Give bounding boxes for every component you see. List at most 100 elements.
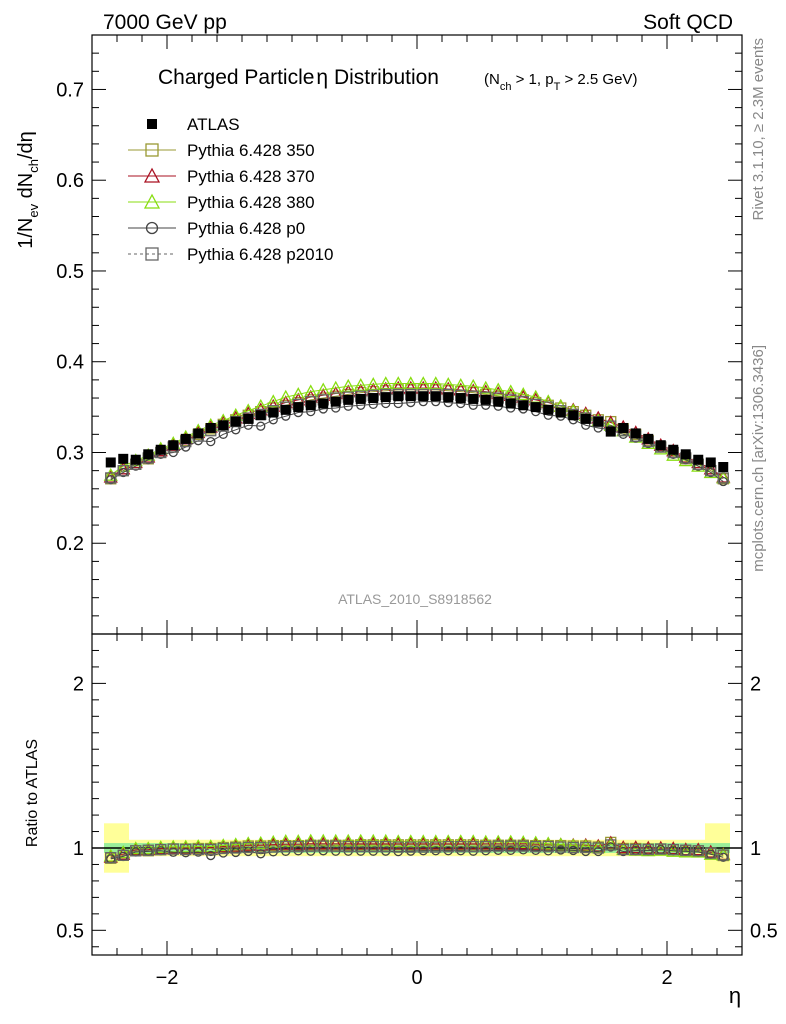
series-4-ratio-point	[456, 846, 466, 856]
series-5-ratio-point	[230, 842, 242, 854]
series-0-point	[193, 428, 204, 439]
ratio-y-tick-label: 2	[73, 673, 84, 695]
legend-entry-5-label: Pythia 6.428 p2010	[187, 245, 334, 264]
ratio-y-tick-label: 1	[73, 838, 84, 860]
series-3-point	[678, 453, 693, 467]
series-0-point	[530, 402, 541, 413]
series-0-point	[255, 410, 266, 421]
series-2-ratio-point	[366, 836, 381, 850]
series-3-point	[503, 384, 518, 398]
series-3-ratio-point	[153, 840, 168, 854]
series-5-ratio-point	[117, 849, 129, 861]
series-4-ratio-point	[193, 847, 203, 857]
series-5-ratio-point	[492, 840, 504, 852]
series-5-ratio-point	[655, 843, 667, 855]
series-5-ratio-point	[505, 840, 517, 852]
series-3-point	[391, 376, 406, 390]
legend-entry-4: Pythia 6.428 p0	[128, 219, 305, 238]
series-2-ratio-point	[341, 836, 356, 850]
legend-entry-2-marker	[143, 167, 161, 183]
legend-entry-5-marker	[145, 247, 159, 261]
series-0-point	[130, 454, 141, 465]
legend-entry-1-marker	[145, 143, 159, 157]
series-5-ratio-point	[405, 841, 417, 853]
ratio-plot-frame	[91, 633, 743, 956]
series-4-ratio-point	[493, 845, 503, 855]
header-right: Soft QCD	[643, 11, 733, 34]
series-3-ratio-point	[216, 838, 231, 852]
y-tick-label: 0.6	[56, 170, 84, 192]
series-2-ratio-point	[453, 836, 468, 850]
series-0-point	[243, 413, 254, 424]
series-2-ratio-point	[241, 837, 256, 851]
series-3-point	[353, 377, 368, 391]
series-2-ratio-point	[403, 836, 418, 850]
series-5-ratio-point	[530, 840, 542, 853]
series-0-point	[180, 433, 191, 444]
series-5-ratio-point	[155, 843, 167, 856]
series-0-point	[505, 398, 516, 409]
series-5-ratio-point	[467, 840, 479, 853]
series-0-point	[555, 407, 566, 418]
legend-entry-3-marker	[143, 193, 161, 209]
y-axis-label: 1/Nev dNch/dη	[15, 131, 41, 249]
series-0-point	[343, 394, 354, 405]
series-5-ratio-point	[242, 841, 254, 854]
series-0-point	[543, 404, 554, 415]
legend-entry-4-marker	[145, 221, 159, 235]
series-5-ratio-point	[580, 841, 592, 854]
series-0-point	[718, 462, 729, 473]
series-0-point	[230, 416, 241, 427]
legend-entry-1-label: Pythia 6.428 350	[187, 141, 315, 160]
header-left: 7000 GeV pp	[103, 11, 227, 34]
series-0-point	[105, 457, 116, 468]
series-5-ratio-point	[142, 844, 154, 856]
series-4-ratio-point	[181, 848, 191, 858]
series-2-ratio-point	[478, 836, 493, 850]
legend: ATLAS Pythia 6.428 350 Pythia 6.428 370 Pyt…	[128, 115, 334, 264]
series-0-point	[643, 433, 654, 444]
series-5-ratio-line	[110, 844, 724, 859]
series-4-point	[106, 475, 116, 485]
series-2-ratio-point	[503, 836, 518, 850]
series-2-ratio-point	[316, 836, 331, 850]
series-0-point	[593, 416, 604, 427]
x-axis-label: η	[729, 983, 741, 1008]
legend-entry-4-label: Pythia 6.428 p0	[187, 219, 305, 238]
series-0-point	[480, 394, 491, 405]
series-2-ratio-point	[416, 836, 431, 850]
series-5-ratio-point	[605, 839, 617, 851]
y-tick-label: 0.2	[56, 533, 84, 555]
series-0-point	[355, 393, 366, 404]
series-5-point	[117, 464, 129, 477]
series-5-ratio-point	[217, 842, 229, 855]
series-5-ratio-point	[317, 840, 329, 852]
series-5-ratio-point	[517, 840, 529, 852]
series-0-point	[305, 400, 316, 411]
series-0-point	[668, 444, 679, 455]
ratio-axes: −2 0 2 0.5 0.5 1 1 2 2	[56, 634, 778, 989]
series-2-ratio-point	[428, 836, 443, 850]
legend-entry-0: ATLAS	[147, 115, 240, 134]
rivet-note: Rivet 3.1.10, ≥ 2.3M events	[750, 38, 767, 221]
series-4-ratio-point	[618, 846, 628, 857]
series-0-point	[580, 413, 591, 424]
series-3-ratio-point	[341, 833, 356, 847]
ratio-y-tick-label-right: 0.5	[750, 920, 778, 942]
series-4-point	[218, 429, 228, 439]
series-0-point	[655, 440, 666, 451]
series-4-ratio-point	[718, 852, 728, 862]
series-3-point	[341, 378, 356, 392]
series-3-ratio-point	[178, 839, 193, 853]
series-4-point	[118, 467, 128, 478]
y-tick-label: 0.3	[56, 442, 84, 464]
series-5-ratio	[105, 839, 729, 864]
series-4-ratio-point	[556, 845, 566, 855]
series-5-ratio-point	[180, 843, 192, 856]
series-5-point	[717, 472, 729, 484]
series-5-ratio-point	[392, 841, 404, 853]
series-0-point	[630, 428, 641, 439]
series-0-point	[680, 449, 691, 460]
series-5-ratio-point	[205, 843, 217, 856]
legend-entry-0-label: ATLAS	[187, 115, 240, 134]
